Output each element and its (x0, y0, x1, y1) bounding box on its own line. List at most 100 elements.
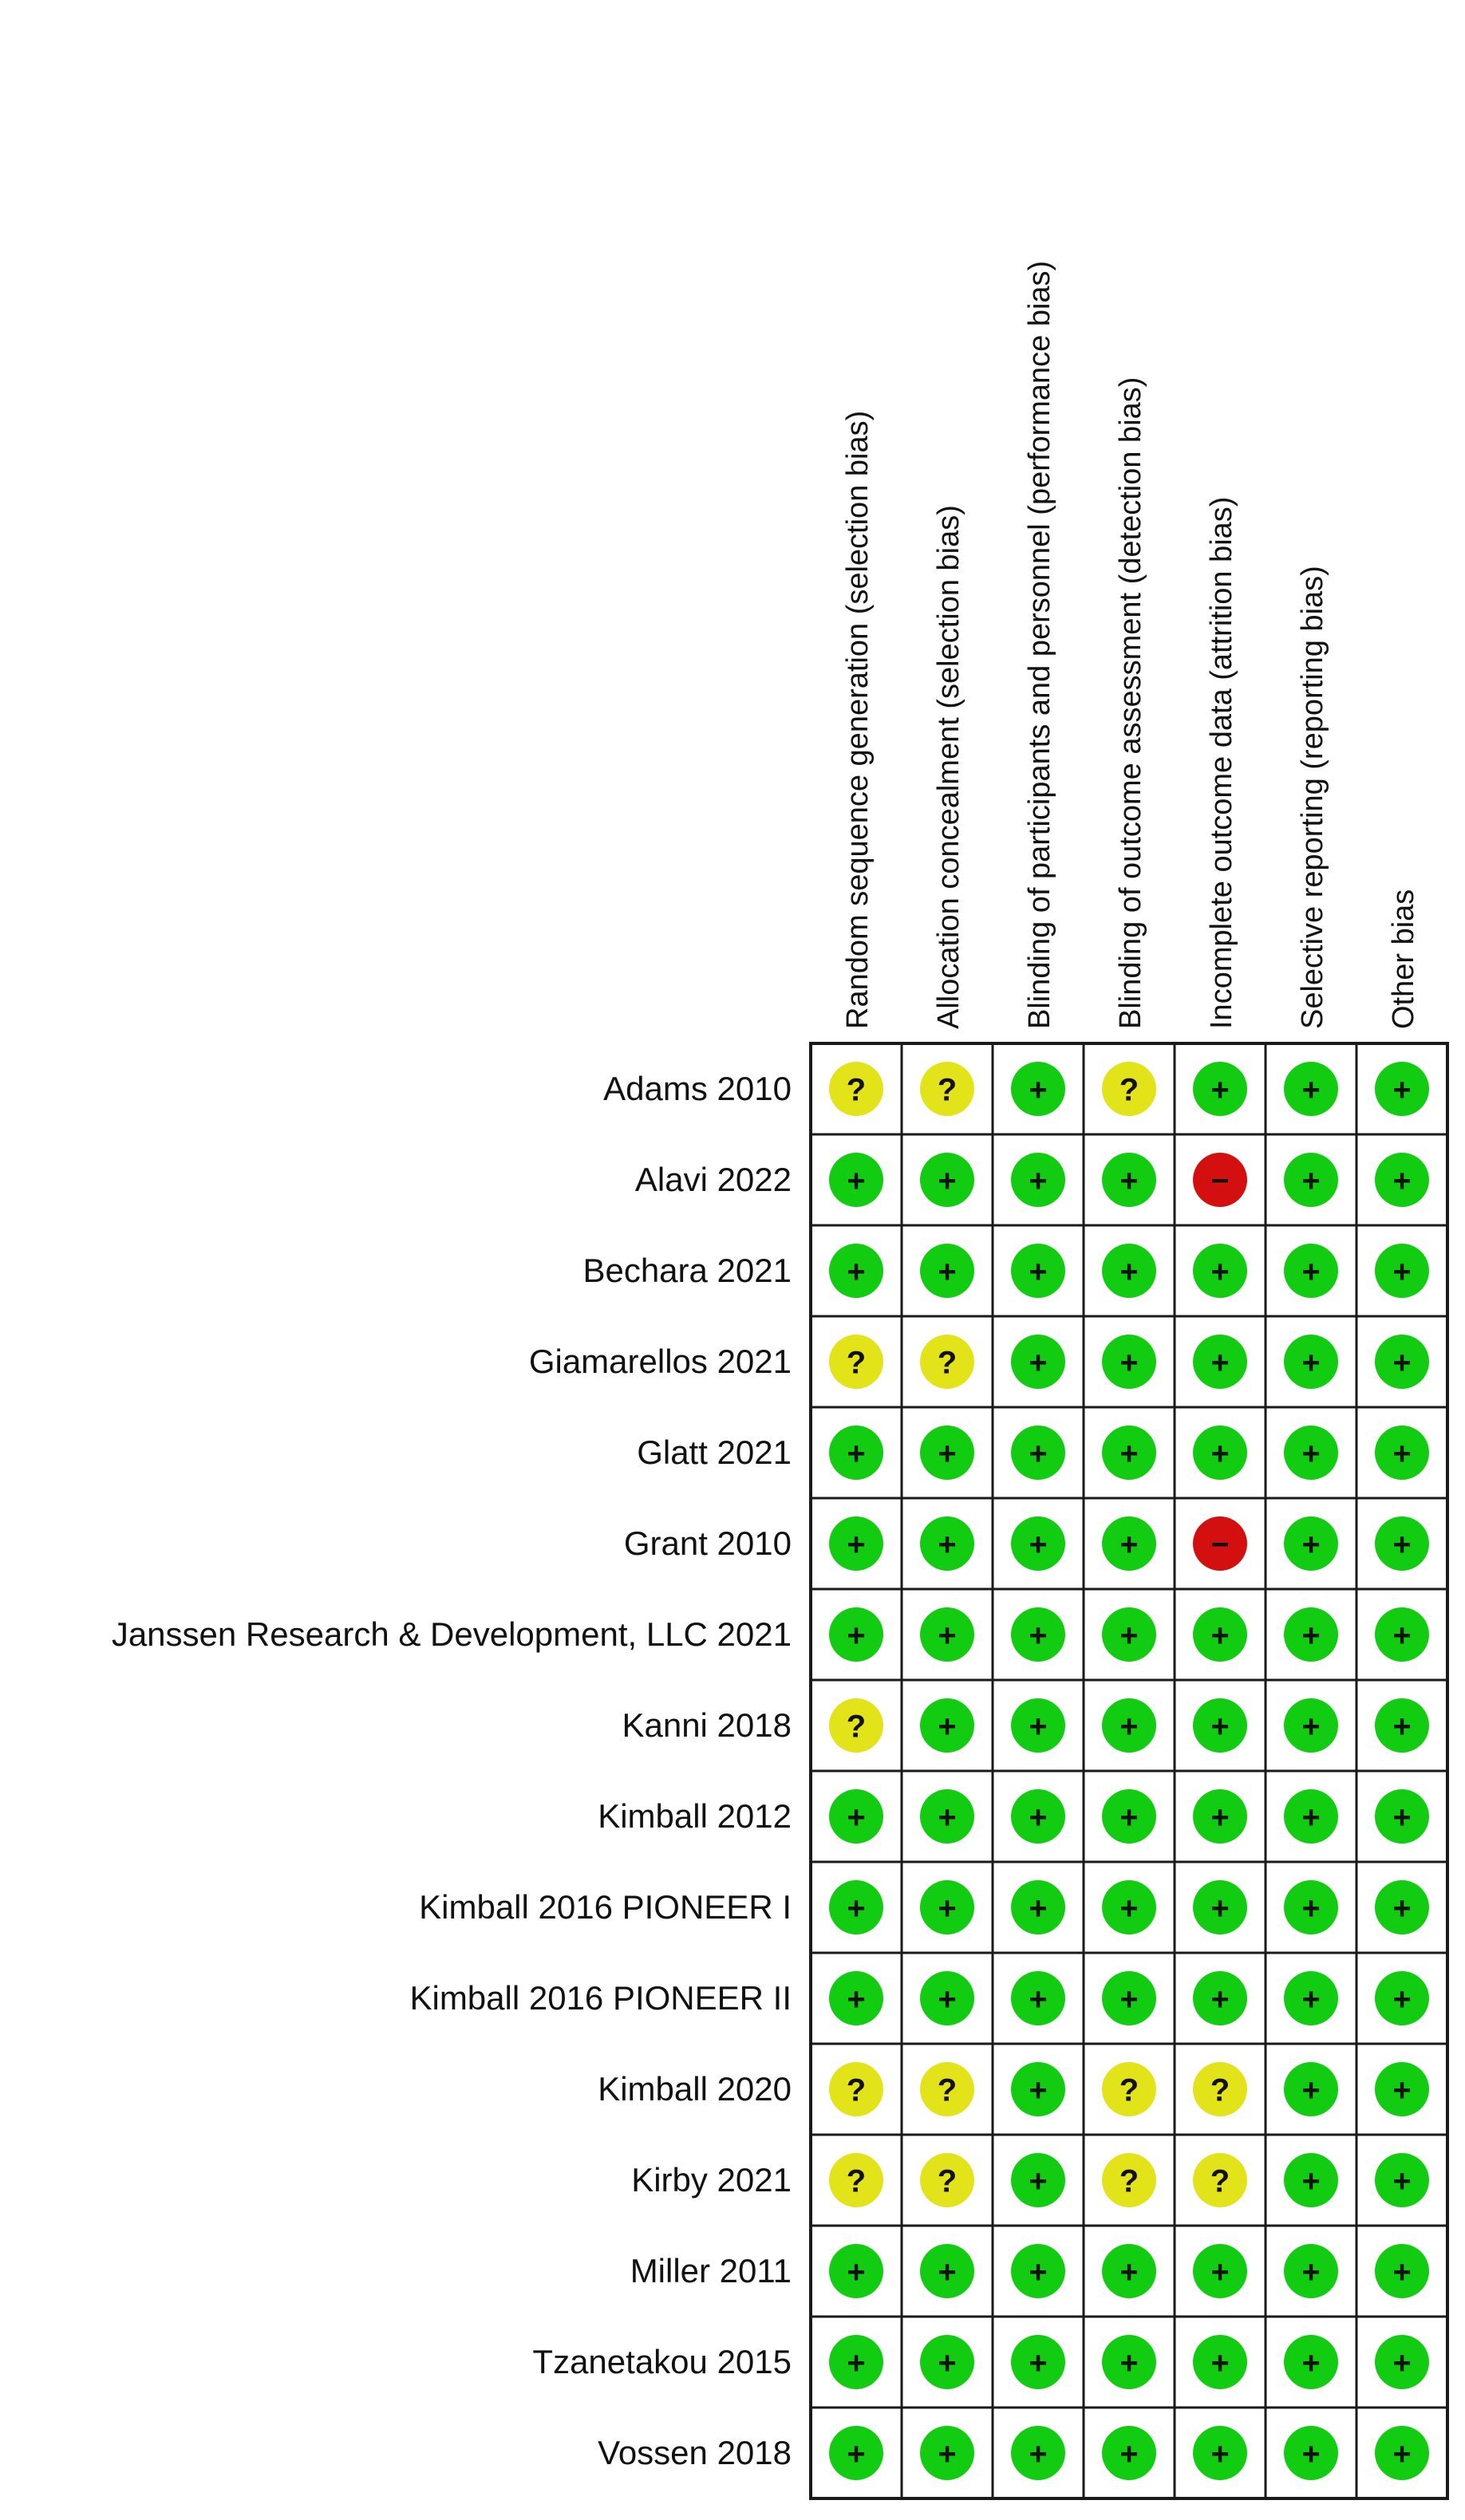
column-header: Allocation concealment (selection bias) (932, 505, 965, 1029)
low-risk-symbol: + (1392, 1982, 1411, 2017)
unclear-risk-symbol: ? (1210, 2163, 1230, 2199)
low-risk-dot (1193, 1971, 1247, 2025)
low-risk-symbol: + (1029, 1254, 1047, 1289)
low-risk-symbol: + (1029, 2254, 1047, 2289)
low-risk-symbol: + (847, 1254, 865, 1289)
low-risk-symbol: + (1210, 1891, 1229, 1926)
column-headers: Random sequence generation (selection bi… (841, 261, 1420, 1029)
low-risk-dot (1102, 1244, 1156, 1298)
rating-cell: + (1264, 2042, 1358, 2136)
rating-cell: + (809, 2224, 903, 2318)
rating-cell: + (809, 1133, 903, 1227)
low-risk-symbol: + (1029, 2163, 1047, 2199)
rating-cell: + (900, 2315, 994, 2409)
low-risk-dot (1102, 1607, 1156, 1662)
low-risk-dot (1375, 1698, 1429, 1753)
low-risk-dot (1011, 2244, 1065, 2298)
rating-cell: + (1355, 1497, 1449, 1591)
low-risk-symbol: + (1392, 2436, 1411, 2471)
rating-cell: + (1082, 1224, 1176, 1318)
low-risk-dot (920, 1516, 974, 1571)
low-risk-dot (1284, 1153, 1338, 1207)
low-risk-dot (1375, 2426, 1429, 2480)
low-risk-dot (1102, 1971, 1156, 2025)
low-risk-dot (829, 2426, 883, 2480)
cell-border (1082, 2042, 1176, 2136)
rating-cell: + (1264, 2315, 1358, 2409)
low-risk-symbol: + (847, 1163, 865, 1198)
low-risk-dot (829, 1880, 883, 1934)
rating-cell: + (900, 1133, 994, 1227)
low-risk-dot (1102, 1789, 1156, 1844)
study-label: Adams 2010 (603, 1070, 792, 1107)
rating-cell: + (991, 1587, 1085, 1682)
rating-cell: + (991, 1224, 1085, 1318)
rating-cell: + (809, 1769, 903, 1863)
rating-cell: + (991, 1951, 1085, 2045)
low-risk-dot (920, 1698, 974, 1753)
low-risk-symbol: + (938, 2345, 956, 2380)
low-risk-symbol: + (1119, 1709, 1138, 1744)
unclear-risk-dot (920, 2062, 974, 2116)
rating-cell: + (991, 2224, 1085, 2318)
rating-cell: + (1082, 1497, 1176, 1591)
low-risk-symbol: + (938, 1163, 956, 1198)
low-risk-symbol: + (1392, 1072, 1411, 1107)
unclear-risk-dot (829, 1062, 883, 1116)
cell-border (1355, 1315, 1449, 1409)
rating-cell: + (900, 1860, 994, 1954)
low-risk-dot (920, 1426, 974, 1480)
unclear-risk-dot (1193, 2153, 1247, 2207)
high-risk-dot (1193, 1516, 1247, 1571)
unclear-risk-dot (829, 1698, 883, 1753)
low-risk-symbol: + (1210, 1072, 1229, 1107)
high-risk-dot (1193, 1153, 1247, 1207)
unclear-risk-symbol: ? (1119, 2163, 1139, 2199)
low-risk-dot (1375, 1153, 1429, 1207)
rating-cell: + (1173, 1042, 1267, 1136)
rating-cell: + (1082, 1860, 1176, 1954)
rating-cell: + (1264, 1406, 1358, 1500)
low-risk-symbol: + (1119, 1618, 1138, 1653)
low-risk-symbol: + (1119, 2436, 1138, 2471)
rating-cell: + (1082, 1951, 1176, 2045)
low-risk-symbol: + (1392, 1891, 1411, 1926)
rating-cell: + (900, 1769, 994, 1863)
column-header: Selective reporting (reporting bias) (1296, 566, 1329, 1029)
rating-cell: + (1355, 1042, 1449, 1136)
rating-cell: + (991, 2406, 1085, 2500)
low-risk-dot (920, 1607, 974, 1662)
rating-cell: + (809, 2406, 903, 2500)
rating-cell: ? (1082, 2042, 1176, 2136)
low-risk-symbol: + (1210, 1254, 1229, 1289)
low-risk-dot (920, 2335, 974, 2389)
low-risk-symbol: + (1029, 1709, 1047, 1744)
low-risk-dot (920, 2426, 974, 2480)
low-risk-symbol: + (1392, 2163, 1411, 2199)
rating-cell: ? (900, 1042, 994, 1136)
low-risk-dot (1011, 1789, 1065, 1844)
unclear-risk-symbol: ? (938, 1072, 957, 1107)
low-risk-dot (1102, 2335, 1156, 2389)
low-risk-symbol: + (1029, 1618, 1047, 1653)
rating-cell: + (1264, 1769, 1358, 1863)
low-risk-dot (1011, 1335, 1065, 1389)
rating-cell: + (1264, 2133, 1358, 2227)
low-risk-symbol: + (1301, 1618, 1320, 1653)
low-risk-symbol: + (938, 1800, 956, 1835)
rating-cell: + (809, 1951, 903, 2045)
low-risk-symbol: + (847, 2345, 865, 2380)
low-risk-symbol: + (1029, 1163, 1047, 1198)
rating-cell: + (1264, 2406, 1358, 2500)
rating-cell: + (1264, 1678, 1358, 1773)
unclear-risk-dot (1102, 2153, 1156, 2207)
rating-cell: + (1173, 2224, 1267, 2318)
rating-cell: + (1355, 1224, 1449, 1318)
low-risk-dot (1193, 1880, 1247, 1934)
low-risk-dot (1102, 2426, 1156, 2480)
low-risk-dot (1011, 1153, 1065, 1207)
rating-cell: − (1173, 1133, 1267, 1227)
rating-cell: + (1355, 1315, 1449, 1409)
low-risk-symbol: + (847, 1982, 865, 2017)
